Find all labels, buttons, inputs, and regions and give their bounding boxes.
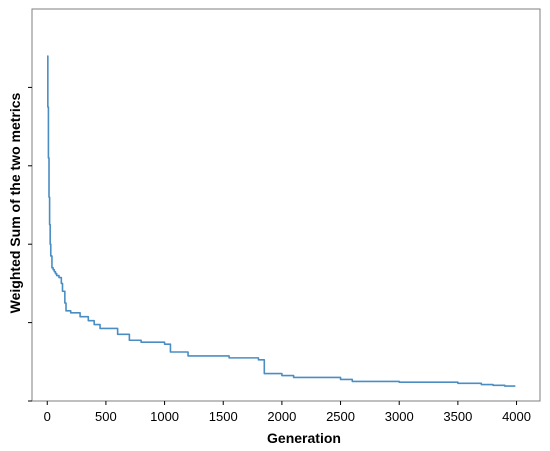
x-tick-label-3500: 3500 xyxy=(443,409,472,424)
x-tick-label-2000: 2000 xyxy=(267,409,296,424)
x-axis-ticks xyxy=(46,401,518,405)
series-layer xyxy=(47,55,516,387)
x-tick-label-1000: 1000 xyxy=(150,409,179,424)
y-axis-ticks xyxy=(28,86,32,402)
x-tick-label-3000: 3000 xyxy=(385,409,414,424)
y-axis-title: Weighted Sum of the two metrics xyxy=(7,92,23,313)
x-tick-label-2500: 2500 xyxy=(326,409,355,424)
x-axis-tick-labels: 0 500 1000 1500 2000 2500 3000 3500 4000 xyxy=(44,409,531,424)
x-tick-label-4000: 4000 xyxy=(502,409,531,424)
x-axis-title: Generation xyxy=(267,430,341,446)
x-tick-label-500: 500 xyxy=(95,409,117,424)
series-line-0 xyxy=(47,55,516,387)
plot-frame xyxy=(31,8,541,402)
x-tick-label-1500: 1500 xyxy=(209,409,238,424)
x-tick-label-0: 0 xyxy=(44,409,51,424)
